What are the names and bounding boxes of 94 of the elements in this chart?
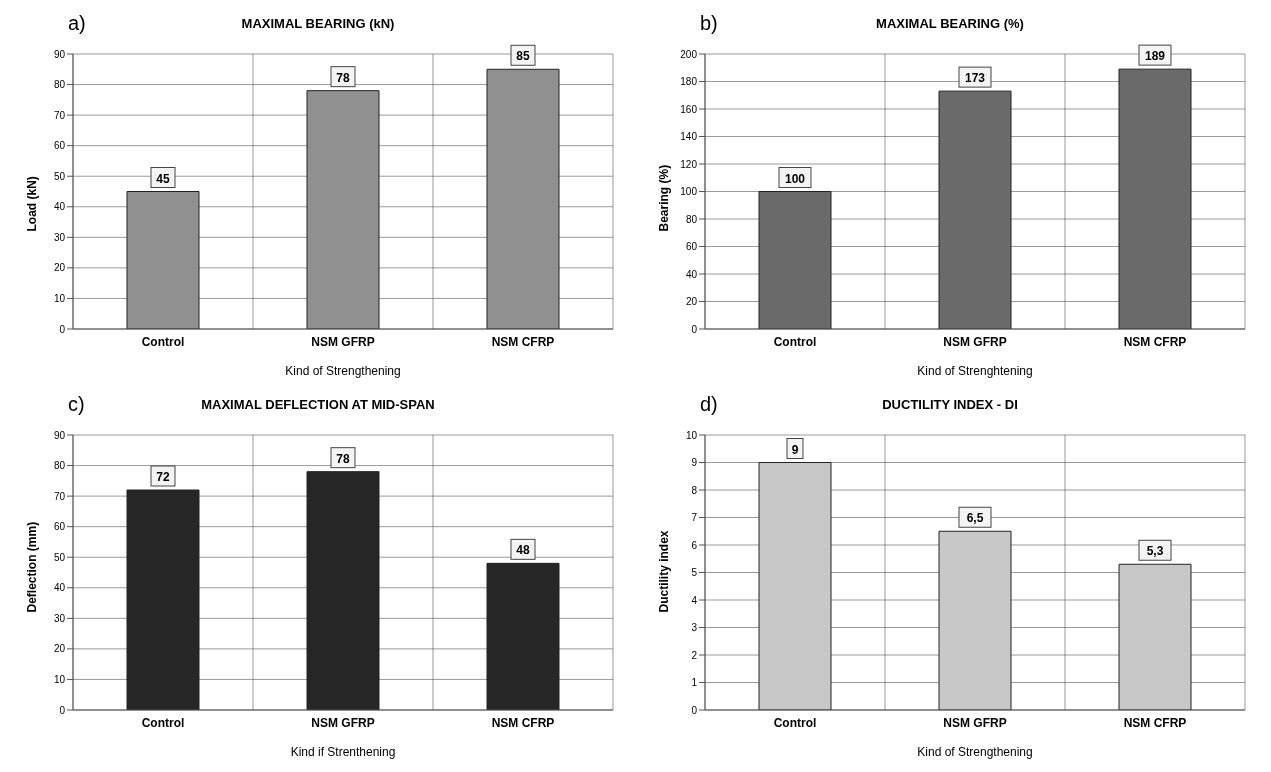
y-tick-label: 1: [691, 677, 698, 689]
y-tick-label: 90: [53, 48, 66, 60]
text: a): [68, 12, 86, 35]
y-tick-label: 80: [53, 79, 66, 91]
chart-title: MAXIMAL BEARING (kN): [241, 16, 395, 31]
y-tick-label: 10: [53, 292, 66, 304]
y-tick-label: 10: [53, 673, 66, 685]
x-axis-title: Kind of Strengthening: [285, 364, 401, 378]
y-axis-title: Bearing (%): [657, 164, 672, 232]
y-tick-label: 80: [685, 213, 698, 225]
y-tick-label: 20: [53, 262, 66, 274]
y-tick-label: 0: [59, 323, 66, 335]
y-axis-title: Load (kN): [25, 176, 40, 232]
y-tick-label: 0: [691, 323, 698, 335]
x-tick-label: NSM GFRP: [311, 334, 375, 349]
y-tick-label: 70: [53, 490, 66, 502]
y-tick-label: 100: [680, 186, 698, 198]
y-tick-label: 8: [691, 484, 698, 496]
y-tick-label: 40: [685, 268, 698, 280]
x-tick-label: NSM CFRP: [491, 334, 555, 349]
x-axis-title: Kind if Strenthening: [290, 745, 396, 759]
bar: [126, 191, 200, 329]
bar: [758, 462, 832, 710]
y-tick-label: 60: [685, 241, 698, 253]
y-tick-label: 140: [680, 131, 698, 143]
y-tick-label: 0: [691, 704, 698, 716]
data-label: 78: [336, 451, 350, 466]
x-axis-title: Kind of Strengthening: [917, 745, 1033, 759]
y-tick-label: 50: [53, 170, 66, 182]
bar: [758, 191, 832, 329]
y-tick-label: 3: [691, 622, 698, 634]
y-tick-label: 180: [680, 76, 698, 88]
bar: [938, 90, 1012, 329]
chart-title: MAXIMAL BEARING (%): [876, 16, 1024, 31]
y-tick-label: 5: [691, 567, 698, 579]
text: d): [700, 393, 718, 416]
text: c): [68, 393, 85, 416]
y-tick-label: 40: [53, 582, 66, 594]
x-tick-label: NSM CFRP: [491, 715, 555, 730]
data-label: 100: [784, 171, 806, 186]
data-label: 5,3: [1146, 544, 1164, 559]
x-tick-label: NSM GFRP: [311, 715, 375, 730]
bar: [306, 90, 380, 329]
y-tick-label: 80: [53, 460, 66, 472]
bar: [486, 68, 560, 329]
y-tick-label: 6: [691, 539, 698, 551]
y-tick-label: 40: [53, 201, 66, 213]
data-label: 85: [516, 49, 530, 64]
x-tick-label: NSM CFRP: [1123, 715, 1187, 730]
bar: [306, 471, 380, 710]
data-label: 173: [964, 71, 986, 86]
x-tick-label: Control: [141, 334, 185, 349]
y-tick-label: 7: [691, 512, 698, 524]
x-tick-label: Control: [141, 715, 185, 730]
y-tick-label: 120: [680, 158, 698, 170]
y-tick-label: 20: [53, 643, 66, 655]
y-tick-label: 160: [680, 103, 698, 115]
y-tick-label: 9: [691, 457, 698, 469]
x-axis-title: Kind of Strenghtening: [917, 364, 1033, 378]
y-tick-label: 200: [680, 48, 698, 60]
data-label: 48: [516, 543, 530, 558]
x-tick-label: Control: [773, 715, 817, 730]
y-tick-label: 30: [53, 612, 66, 624]
data-label: 9: [791, 442, 799, 457]
y-tick-label: 90: [53, 429, 66, 441]
bar: [126, 489, 200, 710]
data-label: 45: [156, 171, 170, 186]
y-axis-title: Ductility index: [657, 530, 672, 613]
data-label: 72: [156, 470, 170, 484]
y-tick-label: 30: [53, 231, 66, 243]
text: b): [700, 12, 718, 35]
y-tick-label: 0: [59, 704, 66, 716]
data-label: 189: [1144, 49, 1166, 64]
y-tick-label: 2: [691, 649, 698, 661]
y-tick-label: 70: [53, 109, 66, 121]
y-tick-label: 50: [53, 551, 66, 563]
x-tick-label: Control: [773, 334, 817, 349]
x-tick-label: NSM GFRP: [943, 334, 1007, 349]
bar: [1118, 563, 1192, 710]
bar: [486, 562, 560, 710]
chart-title: DUCTILITY INDEX - DI: [882, 397, 1018, 412]
y-tick-label: 60: [53, 521, 66, 533]
y-tick-label: 10: [685, 429, 698, 441]
x-tick-label: NSM GFRP: [943, 715, 1007, 730]
chart-title: MAXIMAL DEFLECTION AT MID-SPAN: [201, 397, 435, 412]
bar: [1118, 68, 1192, 329]
y-tick-label: 20: [685, 296, 698, 308]
y-tick-label: 60: [53, 140, 66, 152]
data-label: 6,5: [966, 511, 984, 526]
data-label: 78: [336, 70, 350, 85]
y-axis-title: Deflection (mm): [25, 521, 40, 613]
y-tick-label: 4: [691, 594, 698, 606]
x-tick-label: NSM CFRP: [1123, 334, 1187, 349]
bar: [938, 530, 1012, 710]
